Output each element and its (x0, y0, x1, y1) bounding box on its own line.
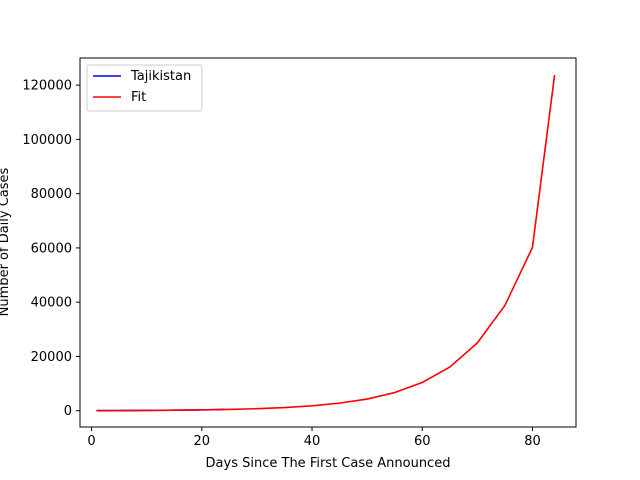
y-tick-label: 80000 (31, 187, 72, 202)
x-tick-label: 20 (194, 434, 211, 449)
plot-area (96, 74, 556, 412)
y-tick-label: 40000 (31, 296, 72, 311)
legend: Tajikistan Fit (86, 64, 203, 112)
legend-label-fit: Fit (131, 90, 146, 105)
x-tick-label: 40 (304, 434, 321, 449)
x-tick-label: 60 (414, 434, 431, 449)
x-tick-label: 0 (87, 434, 95, 449)
y-axis-label: Number of Daily Cases (0, 167, 12, 316)
legend-label-tajikistan: Tajikistan (130, 69, 191, 84)
series-line-fit (96, 74, 556, 412)
y-tick-label: 20000 (31, 350, 72, 365)
y-tick-label: 120000 (22, 79, 72, 94)
y-axis: 0 20000 40000 60000 80000 100000 120000 (22, 79, 80, 419)
y-tick-label: 60000 (31, 241, 72, 256)
y-tick-label: 100000 (22, 133, 72, 148)
x-axis: 0 20 40 60 80 (87, 427, 541, 449)
y-tick-label: 0 (64, 404, 72, 419)
x-tick-label: 80 (524, 434, 541, 449)
x-axis-label: Days Since The First Case Announced (206, 456, 451, 471)
axes-frame (79, 57, 577, 428)
